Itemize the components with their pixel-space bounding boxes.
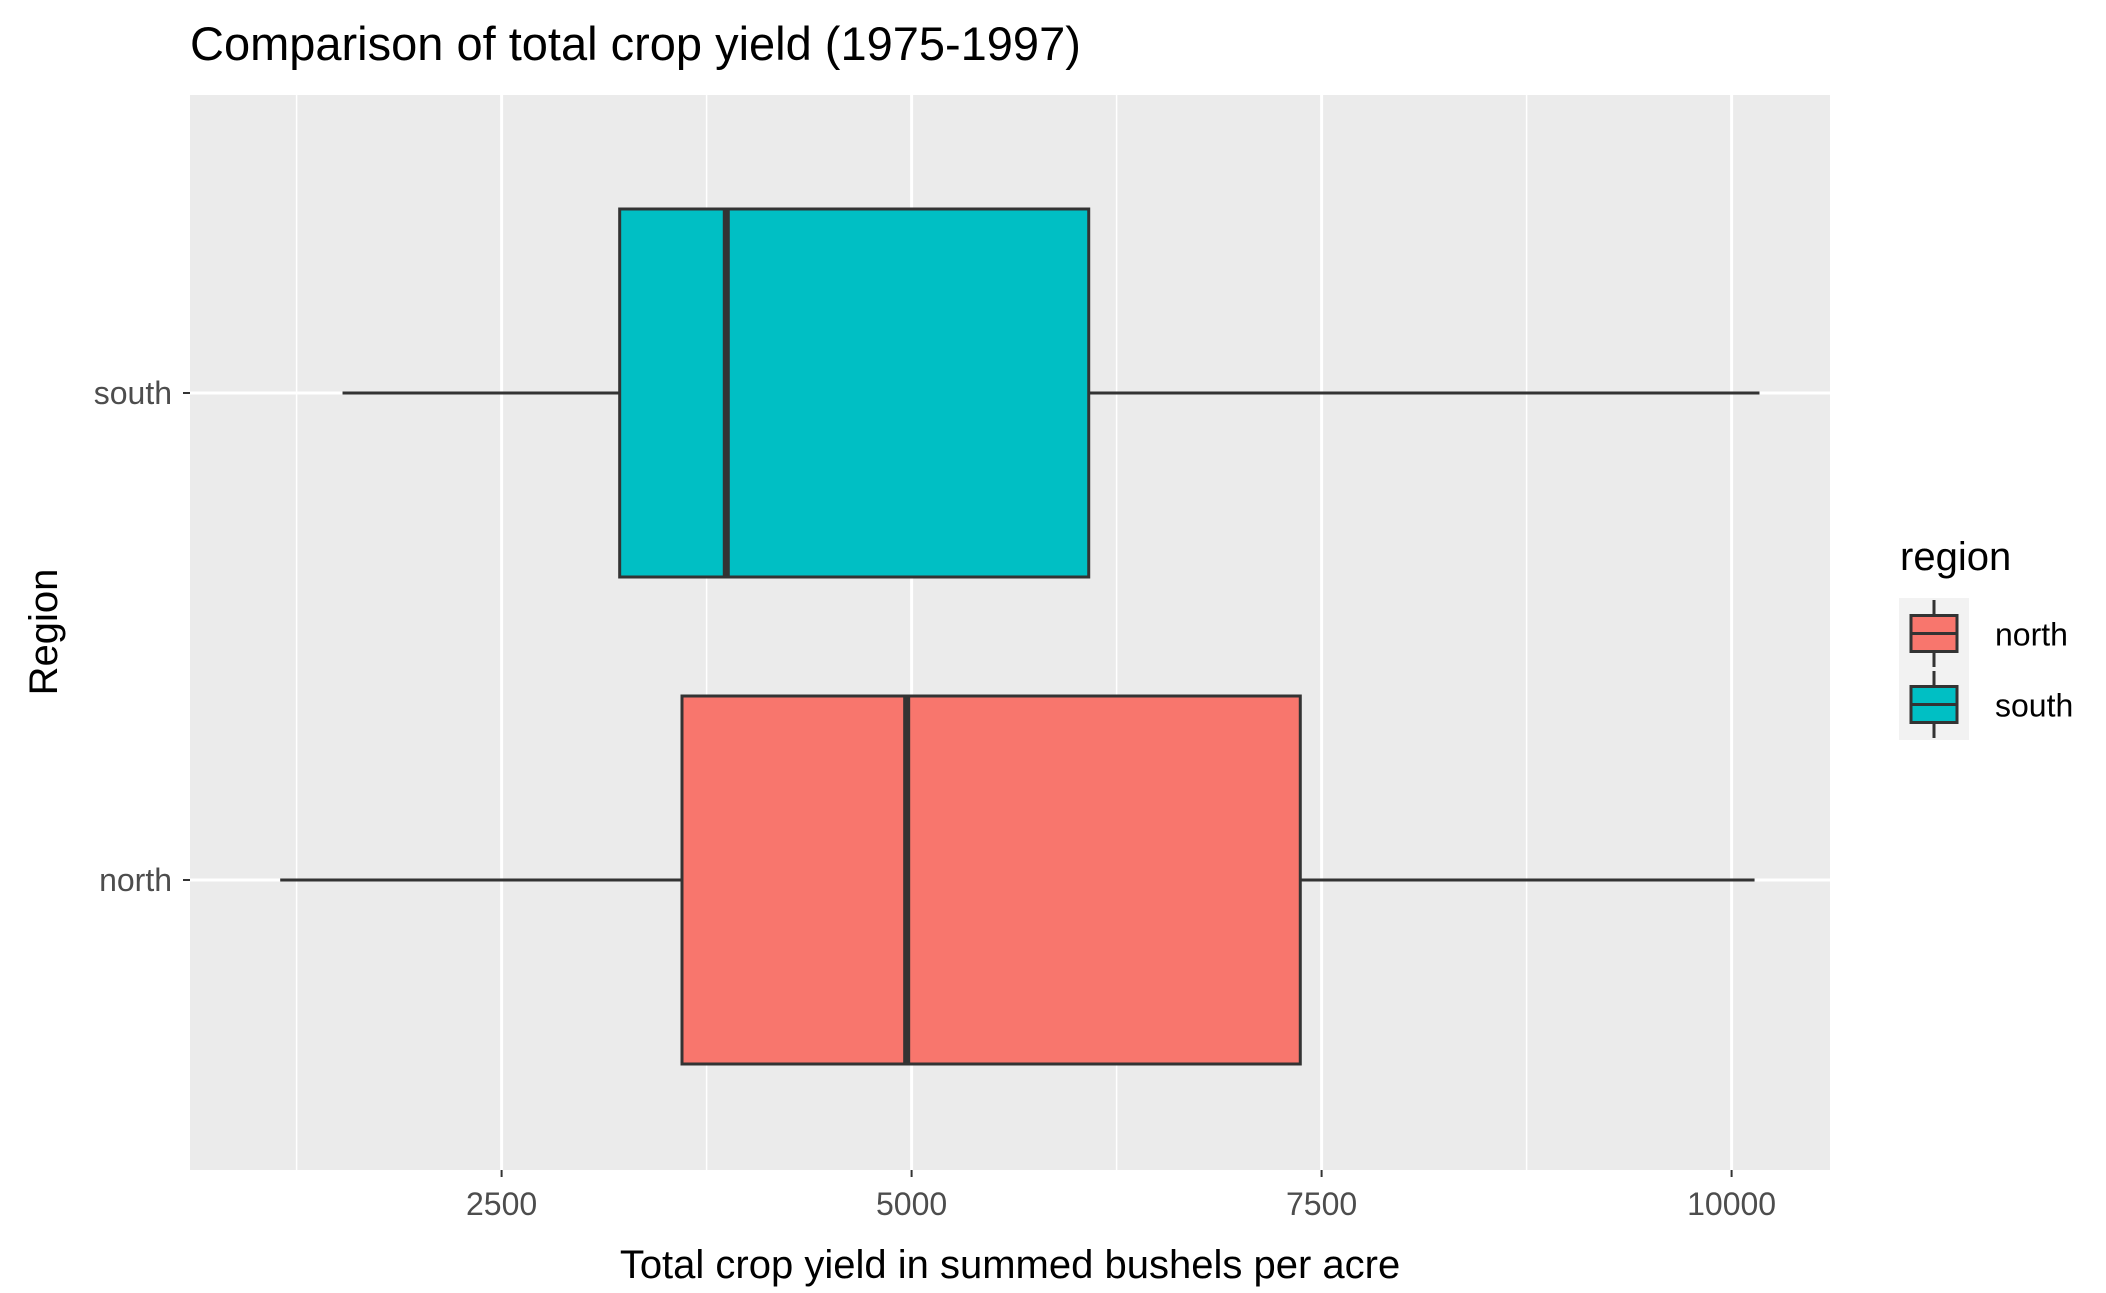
iqr-box-north: [680, 694, 1302, 1066]
legend-item-north: north: [1899, 598, 2068, 669]
x-tick-label: 5000: [876, 1186, 947, 1222]
legend-label: south: [1995, 688, 2073, 724]
chart-title: Comparison of total crop yield (1975-199…: [190, 17, 1081, 70]
x-tick-label: 10000: [1687, 1186, 1776, 1222]
x-tick-label: 2500: [466, 1186, 537, 1222]
legend-item-south: south: [1899, 669, 2073, 740]
y-tick-label: south: [94, 375, 172, 411]
x-axis-title: Total crop yield in summed bushels per a…: [620, 1243, 1400, 1287]
legend-title: region: [1900, 535, 2011, 579]
x-tick-label: 7500: [1286, 1186, 1357, 1222]
box-series: [280, 207, 1760, 1066]
box-north: [280, 694, 1755, 1066]
legend: region north south: [1899, 535, 2073, 740]
legend-label: north: [1995, 617, 2068, 653]
y-tick-label: north: [99, 862, 172, 898]
box-south: [342, 207, 1760, 579]
x-axis: 2500 5000 7500 10000: [466, 1170, 1776, 1222]
y-axis: north south: [94, 375, 190, 898]
iqr-box-south: [618, 207, 1091, 579]
y-axis-title: Region: [22, 569, 66, 696]
